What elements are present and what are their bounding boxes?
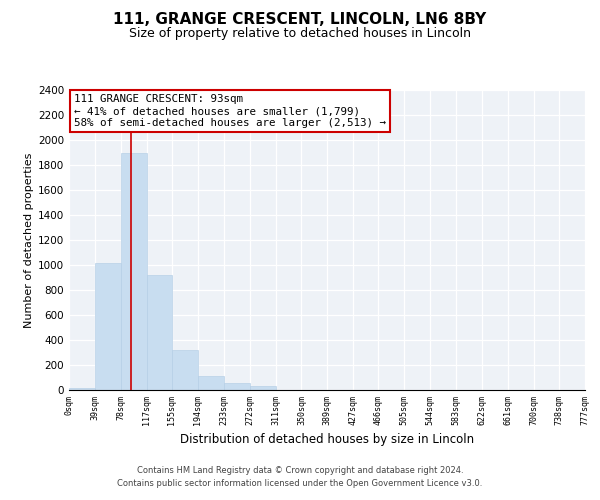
Bar [172,350,198,390]
Y-axis label: Number of detached properties: Number of detached properties [24,152,34,328]
Bar [198,376,224,390]
Bar [224,383,250,390]
Bar [250,386,275,390]
Bar [146,275,172,390]
Bar [121,152,146,390]
Text: 111 GRANGE CRESCENT: 93sqm
← 41% of detached houses are smaller (1,799)
58% of s: 111 GRANGE CRESCENT: 93sqm ← 41% of deta… [74,94,386,128]
Bar [69,388,95,390]
Bar [95,262,121,390]
Text: Size of property relative to detached houses in Lincoln: Size of property relative to detached ho… [129,28,471,40]
X-axis label: Distribution of detached houses by size in Lincoln: Distribution of detached houses by size … [180,433,474,446]
Text: Contains HM Land Registry data © Crown copyright and database right 2024.
Contai: Contains HM Land Registry data © Crown c… [118,466,482,487]
Text: 111, GRANGE CRESCENT, LINCOLN, LN6 8BY: 111, GRANGE CRESCENT, LINCOLN, LN6 8BY [113,12,487,28]
